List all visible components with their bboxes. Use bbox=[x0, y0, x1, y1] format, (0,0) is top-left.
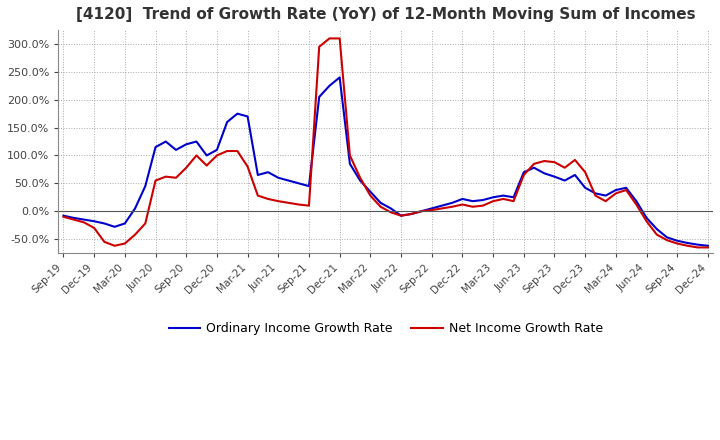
Ordinary Income Growth Rate bbox=[325, 83, 334, 88]
Net Income Growth Rate bbox=[387, 210, 395, 215]
Net Income Growth Rate bbox=[428, 207, 436, 213]
Ordinary Income Growth Rate bbox=[141, 183, 150, 189]
Ordinary Income Growth Rate bbox=[428, 206, 436, 211]
Net Income Growth Rate bbox=[141, 221, 150, 226]
Net Income Growth Rate bbox=[336, 36, 344, 41]
Ordinary Income Growth Rate bbox=[336, 75, 344, 80]
Net Income Growth Rate bbox=[479, 203, 487, 208]
Line: Ordinary Income Growth Rate: Ordinary Income Growth Rate bbox=[63, 77, 708, 246]
Line: Net Income Growth Rate: Net Income Growth Rate bbox=[63, 38, 708, 247]
Net Income Growth Rate bbox=[489, 198, 498, 204]
Ordinary Income Growth Rate bbox=[59, 213, 68, 218]
Ordinary Income Growth Rate bbox=[387, 206, 395, 211]
Legend: Ordinary Income Growth Rate, Net Income Growth Rate: Ordinary Income Growth Rate, Net Income … bbox=[163, 317, 608, 341]
Ordinary Income Growth Rate bbox=[703, 243, 712, 249]
Net Income Growth Rate bbox=[325, 36, 334, 41]
Ordinary Income Growth Rate bbox=[479, 198, 487, 203]
Net Income Growth Rate bbox=[59, 214, 68, 220]
Net Income Growth Rate bbox=[693, 245, 702, 250]
Title: [4120]  Trend of Growth Rate (YoY) of 12-Month Moving Sum of Incomes: [4120] Trend of Growth Rate (YoY) of 12-… bbox=[76, 7, 696, 22]
Ordinary Income Growth Rate bbox=[489, 194, 498, 200]
Net Income Growth Rate bbox=[703, 245, 712, 250]
